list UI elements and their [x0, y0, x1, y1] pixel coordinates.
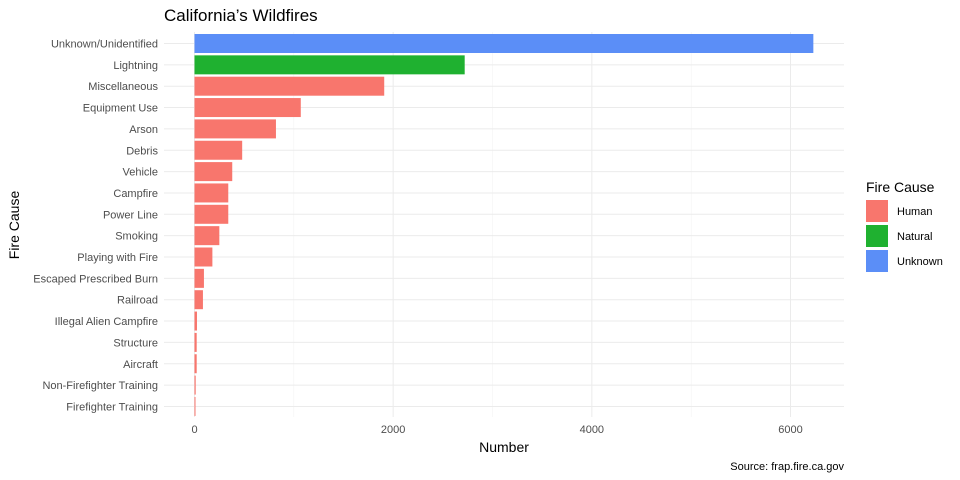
x-tick-label: 6000: [778, 424, 802, 436]
x-tick-label: 2000: [381, 424, 405, 436]
y-tick-label: Aircraft: [123, 359, 158, 371]
y-tick-label: Debris: [126, 145, 158, 157]
bar-equipment-use: [194, 98, 301, 118]
bar-structure: [194, 332, 197, 352]
y-tick-label: Power Line: [103, 209, 158, 221]
bar-railroad: [194, 290, 203, 310]
bar-non-firefighter-training: [194, 375, 196, 395]
legend-title: Fire Cause: [866, 179, 935, 195]
x-axis-title: Number: [479, 439, 529, 455]
y-axis-title: Fire Cause: [6, 191, 22, 260]
bar-arson: [194, 119, 276, 139]
y-tick-label: Structure: [113, 337, 158, 349]
y-tick-label: Illegal Alien Campfire: [55, 316, 158, 328]
y-tick-label: Unknown/Unidentified: [51, 39, 158, 51]
x-tick-labels: 0 2000 4000 6000: [191, 424, 802, 436]
bars: [194, 34, 814, 416]
bar-escaped-prescribed-burn: [194, 268, 204, 288]
bar-smoking: [194, 226, 220, 246]
bar-playing-with-fire: [194, 247, 213, 267]
x-tick-label: 4000: [580, 424, 604, 436]
y-tick-label: Arson: [129, 124, 158, 136]
legend-key-natural: [866, 225, 888, 247]
bar-power-line: [194, 204, 229, 224]
y-tick-label: Miscellaneous: [88, 81, 158, 93]
bar-miscellaneous: [194, 76, 385, 96]
bar-illegal-alien-campfire: [194, 311, 197, 331]
y-tick-label: Playing with Fire: [77, 252, 158, 264]
legend: Fire Cause Human Natural Unknown: [866, 179, 943, 272]
bar-lightning: [194, 55, 465, 75]
bar-unknown-unidentified: [194, 34, 814, 53]
y-tick-label: Lightning: [113, 60, 158, 72]
bar-aircraft: [194, 354, 197, 374]
y-tick-label: Campfire: [113, 188, 158, 200]
legend-key-human: [866, 200, 888, 222]
y-tick-label: Non-Firefighter Training: [42, 380, 158, 392]
legend-key-unknown: [866, 250, 888, 272]
y-tick-label: Railroad: [117, 295, 158, 307]
legend-label-unknown: Unknown: [897, 256, 943, 268]
bar-vehicle: [194, 162, 233, 182]
chart-title: California’s Wildfires: [164, 6, 318, 25]
bar-campfire: [194, 183, 229, 203]
legend-label-human: Human: [897, 206, 932, 218]
y-tick-label: Escaped Prescribed Burn: [33, 273, 158, 285]
caption: Source: frap.fire.ca.gov: [730, 461, 844, 473]
bar-firefighter-training: [194, 396, 196, 416]
y-tick-label: Firefighter Training: [66, 401, 158, 413]
y-tick-label: Vehicle: [123, 167, 158, 179]
bar-debris: [194, 140, 243, 160]
x-tick-label: 0: [191, 424, 197, 436]
y-tick-label: Smoking: [115, 231, 158, 243]
y-tick-label: Equipment Use: [83, 103, 158, 115]
y-tick-labels: Unknown/Unidentified Lightning Miscellaneo…: [33, 39, 158, 414]
grid: [164, 32, 844, 417]
legend-label-natural: Natural: [897, 231, 932, 243]
